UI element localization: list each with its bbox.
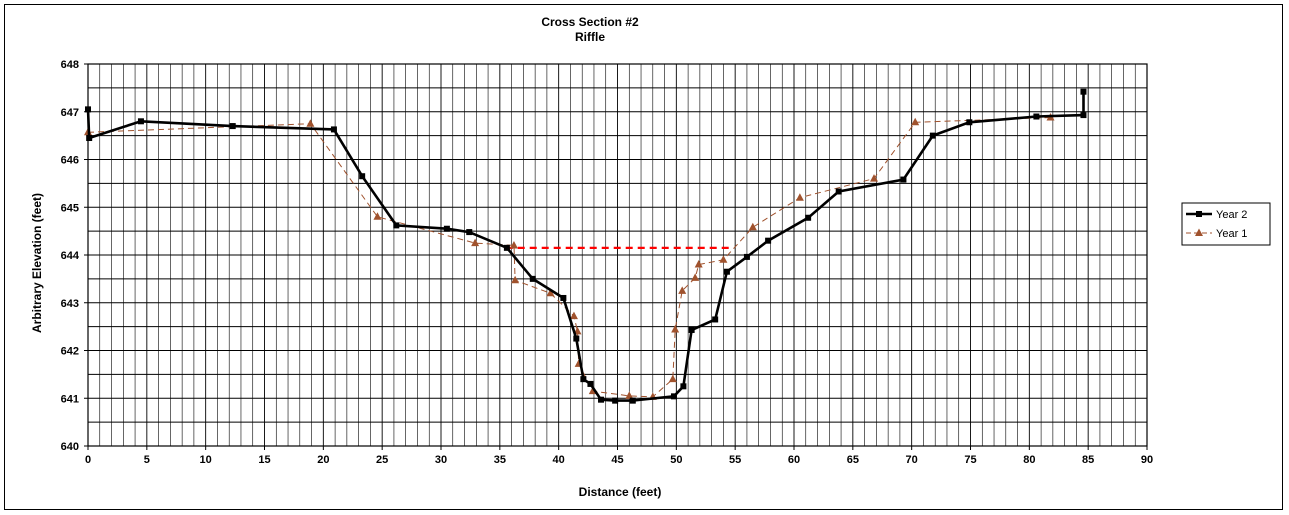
data-point: [719, 255, 728, 263]
y-tick-label: 643: [61, 298, 79, 310]
data-point: [443, 225, 450, 232]
x-tick-label: 70: [906, 454, 918, 466]
series-year-1: [84, 112, 1055, 400]
y-tick-label: 641: [61, 393, 79, 405]
y-tick-label: 648: [61, 59, 79, 71]
x-tick-label: 60: [788, 454, 800, 466]
data-point: [671, 324, 680, 333]
data-point: [546, 288, 555, 297]
data-point: [471, 238, 480, 247]
y-axis-ticks: 640 641 642 643 644 645 646 647 648: [61, 59, 88, 453]
data-point: [688, 326, 695, 333]
data-point: [569, 311, 578, 320]
x-tick-label: 15: [258, 454, 270, 466]
data-point: [680, 383, 687, 390]
data-point: [694, 260, 703, 268]
data-point: [1033, 113, 1040, 120]
y-tick-label: 642: [61, 346, 79, 358]
data-point: [137, 118, 144, 125]
data-point: [668, 374, 677, 383]
x-axis-ticks: 0 5 10 15 20 25 30 35 40 45 50 55 60 65 70 75 80 85 90: [85, 446, 1153, 466]
y-tick-label: 644: [61, 250, 80, 262]
data-point: [629, 397, 636, 404]
data-point: [929, 132, 936, 139]
data-point: [795, 193, 804, 201]
data-point: [573, 335, 580, 342]
x-tick-label: 45: [611, 454, 623, 466]
data-point: [966, 119, 973, 126]
data-point: [587, 380, 594, 387]
data-point: [835, 188, 842, 195]
x-tick-label: 5: [144, 454, 150, 466]
data-point: [911, 117, 920, 126]
data-point: [805, 214, 812, 221]
legend-swatch-marker: [1195, 228, 1203, 236]
y-tick-label: 646: [61, 155, 79, 167]
data-point: [765, 237, 772, 244]
data-point: [712, 316, 719, 323]
data-point: [511, 275, 520, 284]
data-point: [306, 119, 315, 127]
x-tick-label: 20: [317, 454, 329, 466]
chart-subtitle: Riffle: [575, 30, 605, 44]
legend: Year 2 Year 1: [1181, 202, 1271, 246]
data-point: [691, 273, 700, 281]
legend-swatch-marker: [1196, 211, 1202, 217]
legend-label: Year 1: [1216, 228, 1247, 240]
x-tick-label: 80: [1023, 454, 1035, 466]
x-tick-label: 35: [494, 454, 506, 466]
x-tick-label: 25: [376, 454, 388, 466]
x-tick-label: 50: [670, 454, 682, 466]
x-tick-label: 85: [1082, 454, 1094, 466]
data-point: [330, 126, 337, 133]
x-tick-label: 10: [200, 454, 212, 466]
x-axis-label: Distance (feet): [579, 485, 662, 499]
data-point: [900, 176, 907, 183]
data-point: [743, 253, 750, 260]
x-tick-label: 90: [1141, 454, 1153, 466]
series-group: [84, 88, 1087, 404]
legend-entry: Year 1: [1186, 228, 1247, 240]
legend-entry: Year 2: [1186, 209, 1247, 221]
data-point: [86, 135, 93, 142]
data-point: [560, 294, 567, 301]
data-point: [85, 106, 91, 113]
data-point: [359, 173, 366, 180]
data-point: [503, 244, 510, 251]
data-point: [723, 268, 730, 275]
data-point: [509, 240, 518, 249]
data-point: [580, 376, 587, 383]
y-axis-label: Arbitrary Elevation (feet): [30, 193, 44, 333]
series-year-2: [85, 88, 1087, 404]
x-tick-label: 0: [85, 454, 91, 466]
y-tick-label: 645: [61, 202, 79, 214]
x-tick-label: 75: [964, 454, 976, 466]
data-point: [373, 212, 382, 220]
x-tick-label: 30: [435, 454, 447, 466]
data-point: [529, 275, 536, 282]
x-tick-label: 65: [847, 454, 859, 466]
data-point: [229, 123, 236, 130]
data-point: [612, 397, 619, 404]
y-tick-label: 647: [61, 107, 79, 119]
x-tick-label: 55: [729, 454, 741, 466]
data-point: [1080, 112, 1087, 119]
x-tick-label: 40: [553, 454, 565, 466]
data-point: [625, 391, 634, 399]
legend-box: [1181, 202, 1271, 246]
data-point: [1080, 88, 1087, 95]
data-point: [598, 396, 605, 403]
data-point: [678, 286, 687, 294]
legend-label: Year 2: [1216, 209, 1247, 221]
data-point: [870, 174, 879, 182]
y-tick-label: 640: [61, 441, 79, 453]
data-point: [466, 229, 473, 236]
chart-title: Cross Section #2: [541, 15, 639, 29]
data-point: [748, 222, 757, 231]
data-point: [670, 393, 677, 400]
data-point: [393, 222, 400, 229]
